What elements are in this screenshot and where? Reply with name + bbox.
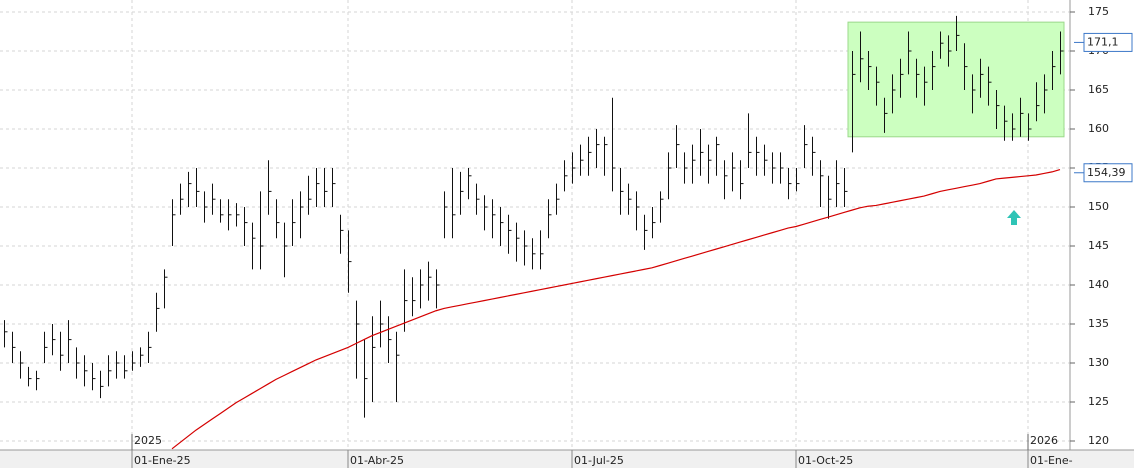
y-tick-label: 140 (1088, 278, 1109, 291)
x-tick-label: 01-Oct-25 (798, 454, 853, 467)
y-tick-label: 145 (1088, 239, 1109, 252)
plot-area (4, 15, 1065, 450)
x-tick-label: 01-Jul-25 (574, 454, 624, 467)
y-tick-label: 175 (1088, 5, 1109, 18)
y-tick-label: 120 (1088, 434, 1109, 447)
year-label: 2026 (1030, 434, 1058, 447)
price-label: 154,39 (1087, 166, 1126, 179)
y-tick-label: 165 (1088, 83, 1109, 96)
year-label: 2025 (134, 434, 162, 447)
x-axis-strip (0, 450, 1134, 468)
axes: 12012513013514014515015516016517017501-E… (131, 5, 1133, 468)
y-tick-label: 125 (1088, 395, 1109, 408)
moving-average-line (171, 168, 1061, 450)
price-label: 171,1 (1087, 35, 1119, 48)
y-tick-label: 135 (1088, 317, 1109, 330)
y-tick-label: 160 (1088, 122, 1109, 135)
x-tick-label: 01-Abr-25 (350, 454, 404, 467)
y-tick-label: 130 (1088, 356, 1109, 369)
x-tick-label: 01-Ene-25 (134, 454, 191, 467)
y-tick-label: 150 (1088, 200, 1109, 213)
x-tick-label: 01-Ene- (1030, 454, 1073, 467)
arrow-icon (1007, 210, 1021, 225)
